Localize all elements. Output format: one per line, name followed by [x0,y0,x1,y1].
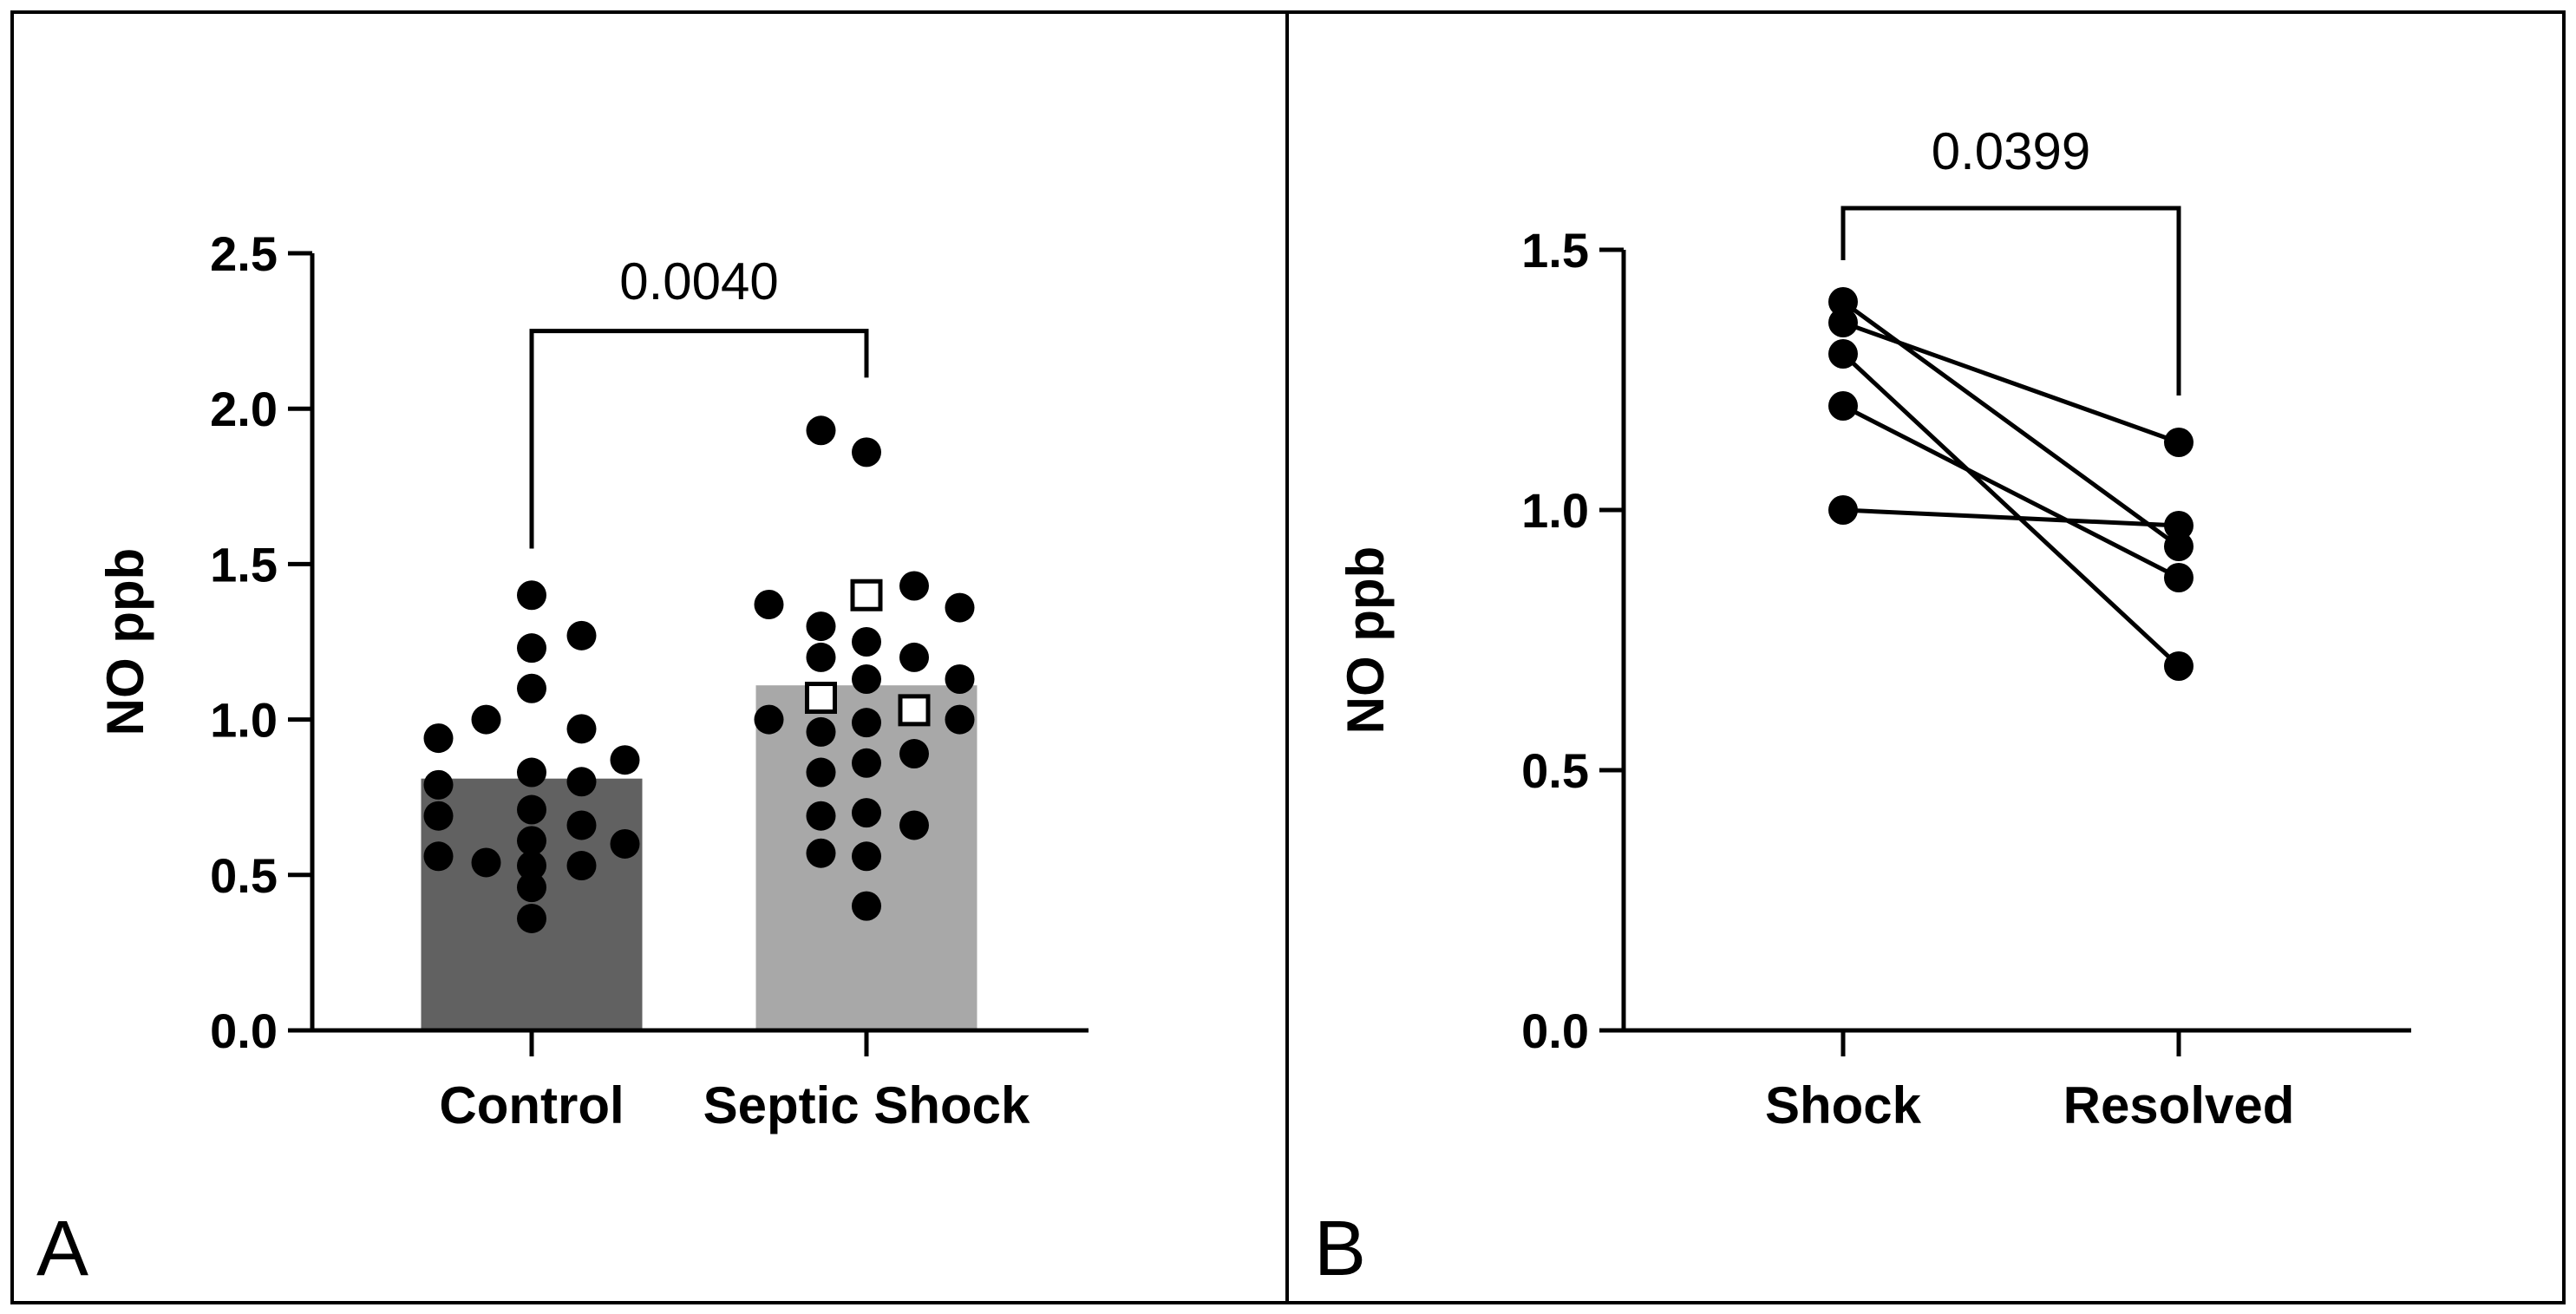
panel-b-chart: 0.0 0.5 1.0 1.5 Shock Resolved NO ppb 0.0399 [1337,122,2411,1134]
data-point [517,826,546,856]
data-point [517,757,546,788]
data-point [471,704,501,735]
data-point [423,723,454,754]
data-point [899,571,929,601]
data-point [852,664,881,695]
panel-a-y-tick-label: 0.5 [210,848,278,903]
panel-b-y-tick-label: 0.5 [1521,743,1589,798]
data-point [423,801,454,831]
data-point [517,851,546,881]
data-point [566,714,597,744]
data-point [517,794,546,825]
data-point [517,633,546,664]
data-point [852,748,881,778]
data-point [1828,391,1858,421]
data-point [754,589,784,619]
data-point [806,801,836,831]
panel-a-y-axis-title: NO ppb [96,548,154,736]
data-point [899,642,929,672]
data-point [806,642,836,672]
data-point [2164,428,2194,457]
data-point [2164,563,2194,592]
data-point [852,841,881,872]
panel-a-x-tick-label: Septic Shock [703,1076,1030,1134]
data-point [852,437,881,467]
panel-a-y-tick-label: 0.0 [210,1003,278,1058]
panel-b-p-value: 0.0399 [1932,122,2091,180]
data-point [806,838,836,868]
data-point [806,757,836,788]
panel-b-y-axis-title: NO ppb [1337,546,1395,735]
series-line [1842,320,2180,445]
panel-a-chart: 0.0 0.5 1.0 1.5 2.0 2.5 Control Septic Shock NO … [96,226,1089,1134]
data-point [852,627,881,657]
data-point [610,828,640,859]
data-point [517,580,546,611]
panel-a-y-tick-label: 2.5 [210,226,278,281]
panel-b-x-tick-label: Resolved [2063,1076,2295,1134]
data-point [566,767,597,797]
data-point [806,415,836,446]
data-point [610,745,640,775]
data-point [852,708,881,738]
panel-b-x-tick-label: Shock [1765,1076,1922,1134]
panel-a-significance-bracket [529,329,869,549]
panel-a-y-tick-label: 1.5 [210,537,278,592]
series-line [1841,352,2180,668]
data-point [423,841,454,872]
panel-b-label: B [1314,1206,1366,1292]
data-point [1828,339,1858,369]
data-point [2164,511,2194,540]
data-point [1828,495,1858,525]
panel-a-p-value: 0.0040 [619,252,779,311]
data-point [852,891,881,921]
data-point [806,716,836,747]
data-point [517,673,546,703]
panel-b-y-tick-label: 0.0 [1521,1003,1589,1058]
data-point [566,810,597,840]
panel-b-y-tick-label: 1.0 [1521,483,1589,538]
data-point [566,851,597,881]
data-point-open-square [898,694,931,727]
data-point [2164,532,2194,561]
data-point [1828,308,1858,337]
data-point [899,810,929,840]
panel-b-frame [1285,10,2566,1304]
data-point [2164,651,2194,681]
data-point [754,704,784,735]
panel-b-y-tick-label: 1.5 [1521,223,1589,278]
panel-a-y-tick-label: 1.0 [210,693,278,748]
data-point [945,664,975,695]
data-point-open-square [850,579,883,611]
data-point [945,592,975,623]
panel-a-y-tick-label: 2.0 [210,382,278,436]
data-point [945,704,975,735]
data-point [806,611,836,642]
data-point-open-square [805,682,837,715]
data-point [471,847,501,878]
panel-b-significance-bracket [1840,206,2181,396]
data-point [566,620,597,650]
data-point [1828,287,1858,317]
series-line [1841,403,2180,580]
data-point [517,903,546,933]
data-point [423,769,454,800]
data-point [852,798,881,828]
panel-a-label: A [36,1206,88,1292]
panel-a-x-tick-label: Control [439,1076,624,1134]
data-point [899,739,929,769]
data-point [517,873,546,903]
series-line [1842,507,2180,528]
